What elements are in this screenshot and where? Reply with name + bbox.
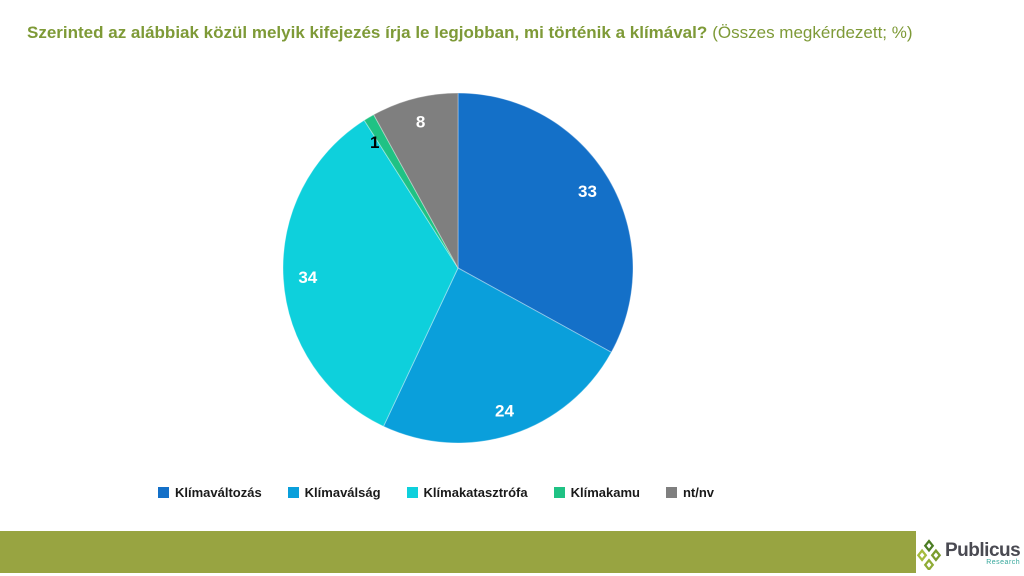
legend-label-nt/nv: nt/nv [682,484,715,500]
pie-slice-Klímaváltozás [457,92,634,353]
pie-value-label-nt/nv: 8 [416,113,425,132]
legend-item-Klímakatasztrófa: Klímakatasztrófa [406,484,528,500]
chart-legend: Klímaváltozás Klímaválság Klímakatasztrófa… [0,481,872,503]
legend-swatch-Klímakamu [553,486,565,498]
pie-value-label-Klímaválság: 24 [495,402,514,421]
pie-chart: 33 24 34 1 8 [282,92,634,444]
legend-item-nt/nv: nt/nv [665,484,715,500]
chart-title-suffix: (Összes megkérdezett; %) [712,23,913,42]
publicus-diamond-icon [916,538,942,570]
publicus-logo: Publicus Research [916,531,1024,576]
pie-slice-Klímaválság [382,267,613,444]
logo-text: Publicus Research [945,540,1021,566]
pie-slice-Klímakatasztrófa [282,119,459,428]
legend-swatch-nt/nv [665,486,677,498]
footer-bar [0,531,916,573]
legend-label-Klímaválság: Klímaválság [304,484,381,500]
pie-value-label-Klímaváltozás: 33 [578,182,597,201]
legend-label-Klímakamu: Klímakamu [570,484,640,500]
logo-subtitle: Research [986,559,1021,566]
pie-slice-nt/nv [373,92,459,269]
legend-item-Klímakamu: Klímakamu [553,484,640,500]
pie-value-label-Klímakatasztrófa: 34 [298,268,317,287]
legend-item-Klímaváltozás: Klímaváltozás [157,484,262,500]
legend-swatch-Klímaválság [287,486,299,498]
logo-name: Publicus [945,540,1021,561]
legend-swatch-Klímaváltozás [157,486,169,498]
chart-title: Szerinted az alábbiak közül melyik kifej… [27,22,997,43]
legend-item-Klímaválság: Klímaválság [287,484,381,500]
legend-label-Klímakatasztrófa: Klímakatasztrófa [423,484,528,500]
chart-title-main: Szerinted az alábbiak közül melyik kifej… [27,23,708,42]
legend-swatch-Klímakatasztrófa [406,486,418,498]
legend-label-Klímaváltozás: Klímaváltozás [174,484,262,500]
pie-value-label-Klímakamu: 1 [370,133,379,152]
pie-slice-Klímakamu [363,113,459,269]
